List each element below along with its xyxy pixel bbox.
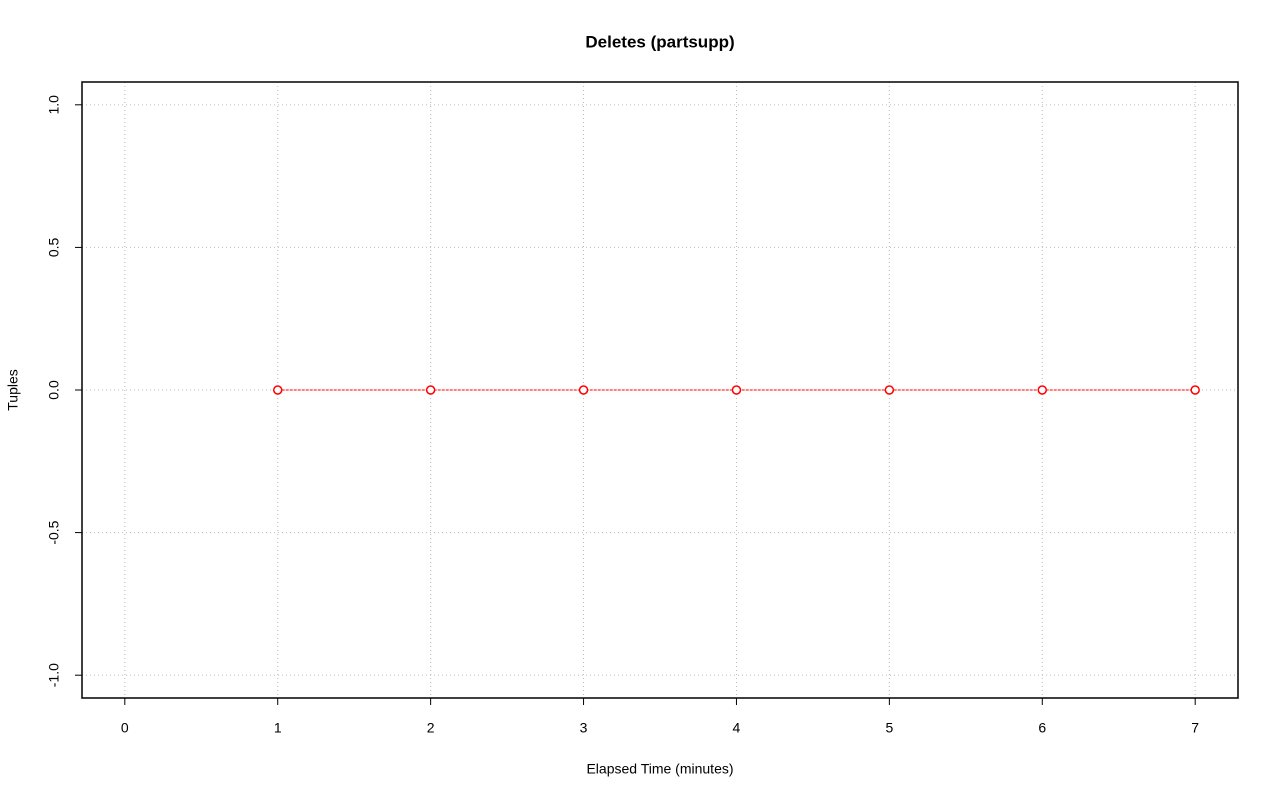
x-tick-label: 1 (274, 720, 282, 736)
x-tick-label: 6 (1038, 720, 1046, 736)
data-point (578, 385, 589, 395)
y-tick-label: -0.5 (46, 520, 62, 544)
y-tick-label: 0.5 (46, 237, 62, 257)
x-axis-label: Elapsed Time (minutes) (586, 761, 733, 777)
data-point (884, 385, 895, 395)
data-point (1037, 385, 1048, 395)
x-tick-label: 4 (733, 720, 741, 736)
plot-frame (81, 81, 1239, 699)
y-tick-label: -1.0 (46, 663, 62, 687)
data-point (1190, 385, 1200, 395)
x-tick-label: 7 (1191, 720, 1199, 736)
x-tick-label: 5 (885, 720, 893, 736)
x-tick-label: 0 (121, 720, 129, 736)
y-tick-label: 0.0 (46, 380, 62, 400)
data-point (425, 385, 436, 395)
data-point (272, 385, 283, 395)
y-axis-label: Tuples (5, 369, 21, 411)
x-tick-label: 3 (580, 720, 588, 736)
y-tick-label: 1.0 (46, 95, 62, 115)
chart-title: Deletes (partsupp) (585, 32, 734, 51)
x-tick-label: 2 (427, 720, 435, 736)
data-point (731, 385, 742, 395)
